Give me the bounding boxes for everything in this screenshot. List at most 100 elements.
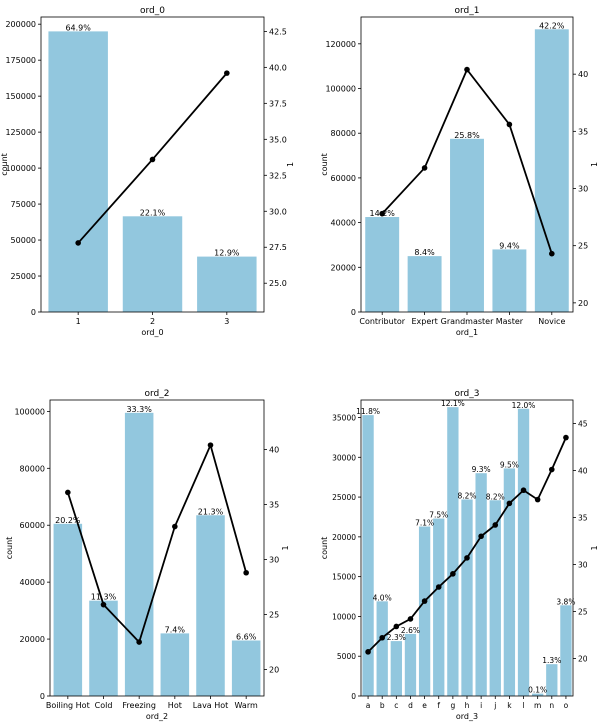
xtick-label-ord_3-a: a bbox=[366, 701, 371, 710]
percent-label-ord_3-h: 8.2% bbox=[457, 491, 476, 500]
xtick-label-ord_2-Freezing: Freezing bbox=[122, 701, 156, 710]
percent-label-ord_3-f: 7.5% bbox=[429, 511, 448, 520]
percent-label-ord_3-i: 9.3% bbox=[472, 465, 491, 474]
xtick-label-ord_2-Boiling Hot: Boiling Hot bbox=[46, 701, 90, 710]
chart-title-ord_1: ord_1 bbox=[455, 6, 480, 16]
percent-label-ord_3-m: 0.1% bbox=[528, 686, 547, 695]
percent-label-ord_2-Freezing: 33.3% bbox=[126, 405, 152, 414]
y-axis-label-ord_1: count bbox=[320, 153, 329, 176]
bar-ord_3-c bbox=[390, 641, 402, 696]
line-point-ord_3-k bbox=[506, 500, 513, 507]
y2-axis-label-ord_2: 1 bbox=[281, 545, 290, 550]
line-point-ord_1-Contributor bbox=[379, 210, 386, 217]
percent-label-ord_3-j: 8.2% bbox=[486, 492, 505, 501]
y2tick-label-ord_1-25: 25 bbox=[578, 242, 588, 251]
y2tick-label-ord_0-37.5: 37.5 bbox=[269, 99, 287, 108]
bar-ord_2-Cold bbox=[89, 600, 118, 696]
line-point-ord_1-Grandmaster bbox=[464, 66, 470, 73]
bar-ord_1-Contributor bbox=[365, 217, 400, 312]
y2tick-label-ord_0-25: 25.0 bbox=[269, 279, 287, 288]
ytick-label-ord_0-100000: 100000 bbox=[5, 164, 36, 173]
ytick-label-ord_0-200000: 200000 bbox=[5, 20, 36, 29]
y2tick-label-ord_1-40: 40 bbox=[578, 70, 588, 79]
y-axis-label-ord_2: count bbox=[5, 537, 14, 560]
ytick-label-ord_3-25000: 25000 bbox=[332, 493, 356, 502]
percent-label-ord_1-Grandmaster: 25.8% bbox=[454, 131, 480, 140]
percent-label-ord_3-d: 2.6% bbox=[401, 626, 420, 635]
ytick-label-ord_0-50000: 50000 bbox=[11, 236, 36, 245]
ytick-label-ord_3-5000: 5000 bbox=[337, 652, 356, 661]
bar-ord_3-b bbox=[376, 601, 388, 696]
line-point-ord_3-j bbox=[492, 522, 499, 528]
ytick-label-ord_0-0: 0 bbox=[31, 308, 36, 317]
ytick-label-ord_1-120000: 120000 bbox=[325, 40, 356, 49]
chart-panel-ord_1: 14.2%8.4%25.8%9.4%42.2%02000040000600008… bbox=[320, 6, 599, 337]
percent-label-ord_2-Lava Hot: 21.3% bbox=[198, 507, 224, 516]
percent-label-ord_3-l: 12.0% bbox=[512, 401, 536, 410]
bar-ord_2-Hot bbox=[160, 633, 190, 696]
y2tick-label-ord_3-40: 40 bbox=[578, 466, 588, 475]
y2tick-label-ord_3-25: 25 bbox=[578, 607, 588, 616]
xtick-label-ord_3-i: i bbox=[480, 701, 482, 710]
y2-axis-label-ord_1: 1 bbox=[590, 162, 599, 167]
bar-ord_3-e bbox=[418, 526, 431, 696]
percent-label-ord_2-Boiling Hot: 20.2% bbox=[55, 516, 81, 525]
line-point-ord_0-1 bbox=[75, 240, 81, 246]
y2tick-label-ord_1-30: 30 bbox=[578, 185, 588, 194]
line-point-ord_3-a bbox=[365, 649, 371, 655]
bar-ord_3-f bbox=[433, 518, 445, 696]
xtick-label-ord_3-m: m bbox=[534, 701, 541, 710]
x-axis-label-ord_2: ord_2 bbox=[146, 712, 168, 721]
line-point-ord_2-Warm bbox=[243, 569, 249, 576]
bar-ord_3-a bbox=[362, 415, 374, 696]
xtick-label-ord_3-g: g bbox=[450, 701, 455, 710]
xtick-label-ord_1-Novice: Novice bbox=[538, 317, 565, 326]
y2tick-label-ord_1-20: 20 bbox=[578, 299, 588, 308]
y-axis-label-ord_0: count bbox=[0, 153, 9, 176]
line-point-ord_3-g bbox=[450, 571, 456, 577]
percent-label-ord_3-k: 9.5% bbox=[500, 460, 519, 469]
line-point-ord_1-Master bbox=[506, 121, 513, 128]
ytick-label-ord_3-35000: 35000 bbox=[332, 414, 356, 423]
x-axis-label-ord_1: ord_1 bbox=[456, 328, 478, 337]
bar-ord_1-Expert bbox=[407, 256, 442, 312]
xtick-label-ord_1-Master: Master bbox=[496, 317, 524, 326]
xtick-label-ord_2-Warm: Warm bbox=[235, 701, 258, 710]
y2tick-label-ord_2-30: 30 bbox=[269, 556, 279, 565]
xtick-label-ord_3-c: c bbox=[394, 701, 398, 710]
plot-frame-ord_2 bbox=[49, 399, 265, 697]
bar-ord_3-m bbox=[532, 693, 544, 696]
y2tick-label-ord_1-35: 35 bbox=[578, 127, 588, 136]
percent-label-ord_3-a: 11.8% bbox=[356, 407, 380, 416]
line-point-ord_1-Novice bbox=[549, 250, 555, 257]
xtick-label-ord_3-o: o bbox=[564, 701, 569, 710]
ytick-label-ord_3-20000: 20000 bbox=[332, 533, 356, 542]
percent-label-ord_2-Warm: 6.6% bbox=[236, 633, 257, 642]
percent-label-ord_3-g: 12.1% bbox=[441, 399, 465, 408]
ytick-label-ord_1-100000: 100000 bbox=[325, 85, 356, 94]
bar-ord_3-l bbox=[517, 408, 530, 696]
y2tick-label-ord_0-32.5: 32.5 bbox=[269, 171, 287, 180]
y2tick-label-ord_3-30: 30 bbox=[578, 560, 588, 569]
y2tick-label-ord_0-30: 30.0 bbox=[269, 207, 287, 216]
percent-label-ord_3-c: 2.3% bbox=[387, 633, 406, 642]
line-point-ord_3-e bbox=[421, 598, 428, 604]
percent-label-ord_0-3: 12.9% bbox=[214, 249, 240, 258]
ytick-label-ord_2-0: 0 bbox=[40, 692, 45, 701]
ytick-label-ord_1-40000: 40000 bbox=[331, 219, 356, 228]
ytick-label-ord_0-75000: 75000 bbox=[11, 200, 36, 209]
ytick-label-ord_2-80000: 80000 bbox=[20, 464, 45, 473]
ytick-label-ord_3-0: 0 bbox=[351, 692, 356, 701]
bar-ord_0-3 bbox=[197, 256, 257, 312]
ytick-label-ord_3-30000: 30000 bbox=[332, 453, 356, 462]
percent-label-ord_3-o: 3.8% bbox=[556, 597, 575, 606]
xtick-label-ord_3-h: h bbox=[465, 701, 470, 710]
bar-ord_0-1 bbox=[48, 31, 108, 312]
y2tick-label-ord_3-45: 45 bbox=[578, 419, 588, 428]
bar-ord_3-i bbox=[475, 473, 487, 696]
y2tick-label-ord_2-20: 20 bbox=[269, 666, 279, 675]
ytick-label-ord_2-20000: 20000 bbox=[20, 635, 45, 644]
bar-ord_3-j bbox=[489, 500, 501, 696]
xtick-label-ord_3-d: d bbox=[408, 701, 413, 710]
